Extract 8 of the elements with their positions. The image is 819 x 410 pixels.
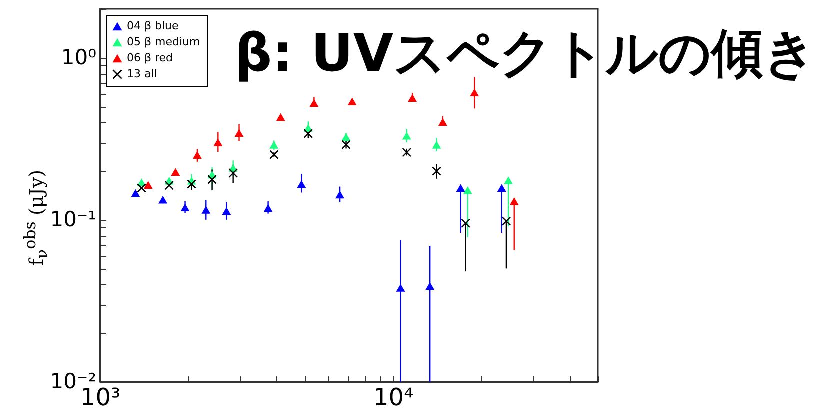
y-tick-label: 10⁰	[61, 45, 96, 70]
legend-label: 13 all	[127, 68, 158, 80]
x-tick-label: 10⁴	[374, 384, 414, 410]
legend-label: 05 β medium	[127, 36, 200, 48]
y-tick-label: 10⁻¹	[50, 207, 96, 232]
legend-label: 06 β red	[127, 52, 174, 64]
chart-title: β: UVスペクトルの傾き	[235, 24, 817, 84]
legend-label: 04 β blue	[127, 20, 180, 32]
